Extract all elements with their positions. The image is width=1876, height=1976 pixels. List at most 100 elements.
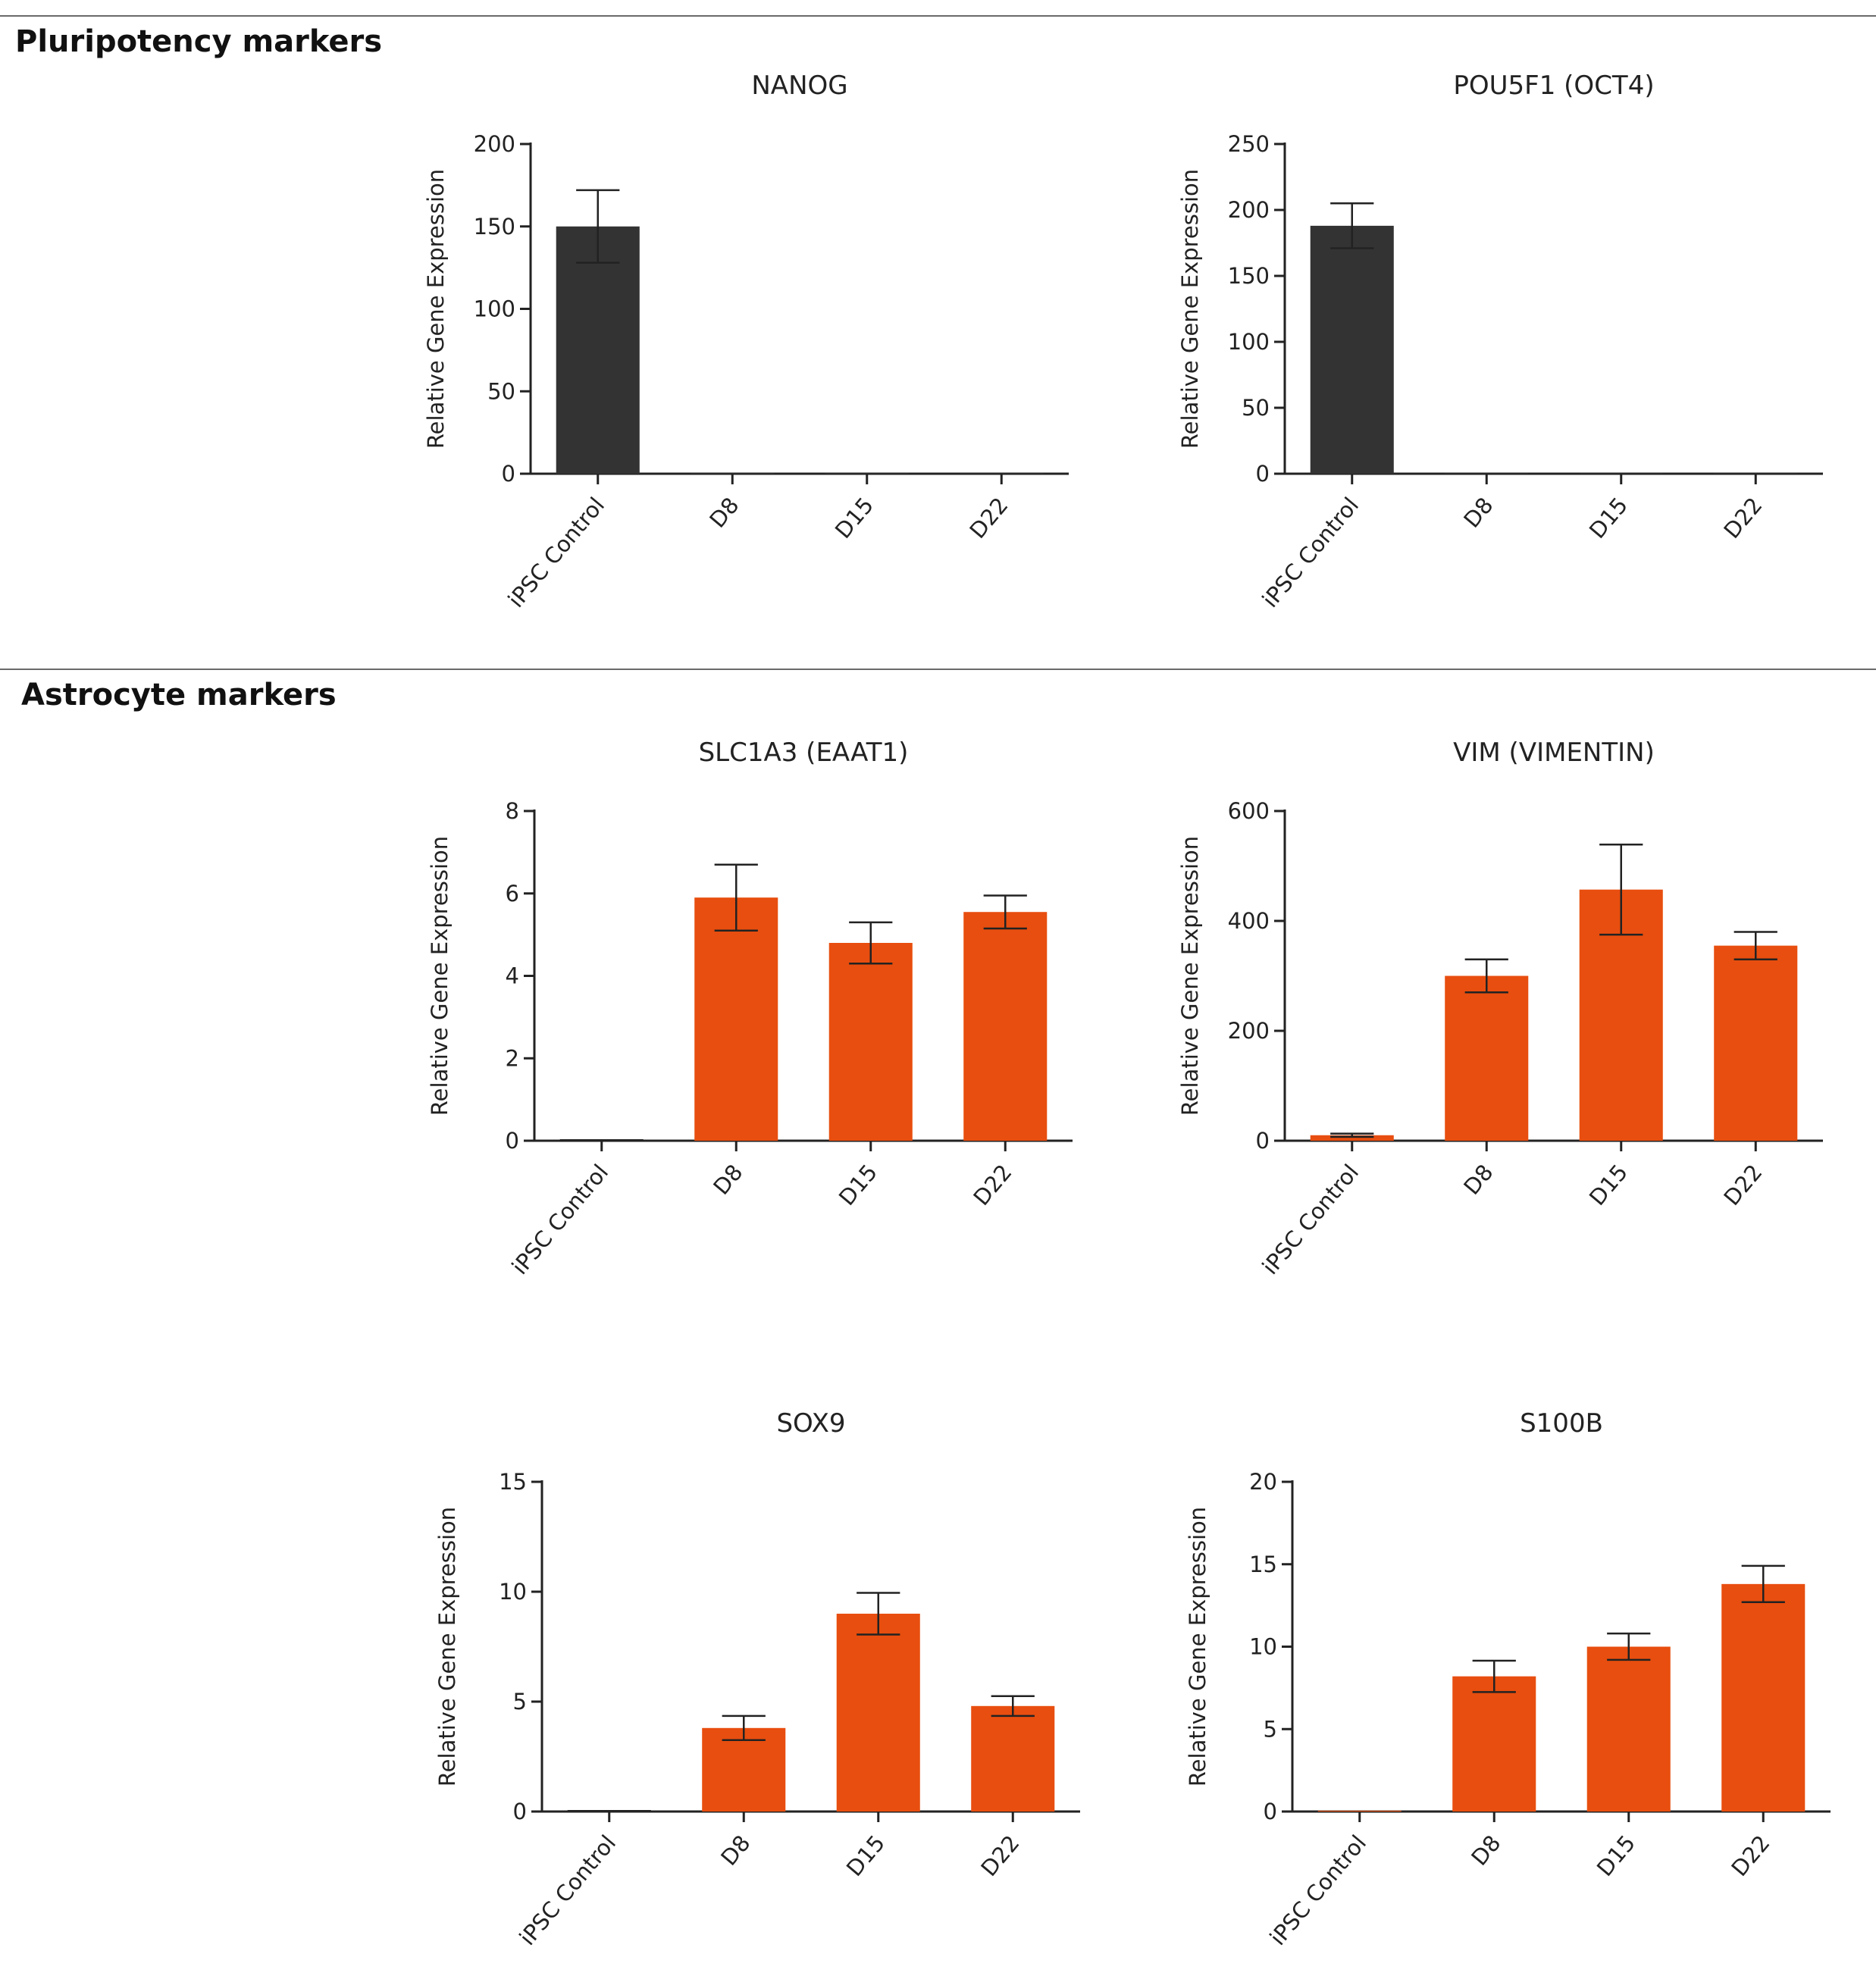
- bar-ipsc-control: [1310, 1135, 1394, 1141]
- y-tick-label: 0: [513, 1799, 527, 1824]
- bar-d22: [1721, 1583, 1806, 1812]
- bar-d22: [960, 473, 1044, 474]
- x-tick-label-ipsc-control: iPSC Control: [1257, 1160, 1364, 1279]
- bar-ipsc-control: [1310, 225, 1394, 474]
- bar-d8: [694, 897, 778, 1141]
- x-tick-label-d15: D15: [834, 1160, 882, 1210]
- error-bar-d22: [983, 894, 1027, 930]
- error-bar-d15: [857, 1592, 900, 1636]
- bar-d15: [825, 473, 909, 474]
- bar-d8: [1452, 1676, 1536, 1812]
- error-bar-d8: [1472, 1659, 1516, 1693]
- bar-d15: [1579, 473, 1663, 474]
- error-bar-d15: [1599, 843, 1643, 936]
- y-tick-label: 2: [506, 1045, 519, 1071]
- y-tick-label: 200: [1228, 1018, 1270, 1044]
- y-tick-label: 10: [1249, 1634, 1277, 1660]
- section-title-astrocyte: Astrocyte markers: [21, 678, 337, 712]
- x-tick-label-ipsc-control: iPSC Control: [503, 493, 609, 612]
- section-divider-top: [0, 15, 1876, 17]
- error-bar-ipsc-control: [576, 189, 620, 264]
- chart-title: S100B: [1520, 1408, 1603, 1439]
- bar-d15: [836, 1614, 920, 1812]
- section-divider-middle: [0, 669, 1876, 670]
- x-tick-label-ipsc-control: iPSC Control: [1264, 1830, 1371, 1950]
- y-axis-label: Relative Gene Expression: [434, 1507, 460, 1787]
- y-tick-label: 10: [499, 1579, 527, 1605]
- bar-d15: [828, 943, 913, 1141]
- chart-s100b: S100B Relative Gene Expression 0 5 10 15 20 iPS…: [1185, 1408, 1831, 1950]
- y-tick-label: 5: [513, 1689, 527, 1715]
- x-tick-label-d15: D15: [830, 493, 878, 543]
- x-tick-label-d8: D8: [1466, 1830, 1505, 1871]
- bar-d8: [702, 1727, 786, 1812]
- y-axis-label: Relative Gene Expression: [1177, 836, 1203, 1116]
- bar-d8: [691, 473, 775, 474]
- error-bar-d22: [1733, 931, 1777, 960]
- bar-ipsc-control: [1317, 1810, 1402, 1812]
- y-axis-label: Relative Gene Expression: [1177, 169, 1203, 449]
- x-tick-label-d22: D22: [1718, 1160, 1767, 1210]
- chart-title: POU5F1 (OCT4): [1453, 70, 1654, 101]
- x-tick-label-ipsc-control: iPSC Control: [514, 1830, 621, 1950]
- y-tick-label: 6: [506, 881, 519, 907]
- bar-d22: [971, 1705, 1055, 1812]
- y-tick-label: 200: [1228, 197, 1270, 223]
- chart-title: NANOG: [751, 70, 847, 101]
- chart-vim: VIM (VIMENTIN) Relative Gene Expression 0 2…: [1177, 737, 1823, 1279]
- bar-ipsc-control: [556, 226, 640, 474]
- bar-d22: [963, 912, 1048, 1141]
- error-bar-d8: [1464, 958, 1508, 994]
- chart-sox9: SOX9 Relative Gene Expression 0 5 10 15 iPSC C…: [434, 1408, 1080, 1950]
- y-tick-label: 250: [1228, 131, 1270, 157]
- x-tick-label-d22: D22: [968, 1160, 1016, 1210]
- y-tick-label: 0: [502, 461, 515, 487]
- error-bar-d22: [1741, 1564, 1785, 1604]
- bar-d22: [1714, 473, 1798, 474]
- x-tick-label-d15: D15: [1592, 1830, 1640, 1881]
- y-tick-label: 20: [1249, 1469, 1277, 1495]
- error-bar-d15: [849, 921, 893, 965]
- y-axis-label: Relative Gene Expression: [1185, 1507, 1210, 1787]
- y-tick-label: 600: [1228, 798, 1270, 824]
- error-bar-ipsc-control: [1330, 202, 1374, 249]
- y-tick-label: 100: [474, 296, 515, 322]
- x-tick-label-d15: D15: [1584, 1160, 1633, 1210]
- error-bar-d15: [1607, 1632, 1651, 1661]
- y-axis-label: Relative Gene Expression: [423, 169, 449, 449]
- x-tick-label-d8: D8: [1458, 1160, 1498, 1200]
- x-tick-label-d8: D8: [704, 493, 744, 533]
- bar-d8: [1445, 473, 1529, 474]
- bar-d8: [1445, 975, 1529, 1141]
- chart-title: SOX9: [776, 1408, 845, 1439]
- x-tick-label-ipsc-control: iPSC Control: [1257, 493, 1364, 612]
- error-bar-d8: [714, 863, 758, 932]
- y-axis-label: Relative Gene Expression: [427, 836, 453, 1116]
- error-bar-d22: [991, 1695, 1035, 1718]
- x-tick-label-d15: D15: [1584, 493, 1633, 543]
- y-tick-label: 8: [506, 798, 519, 824]
- chart-title: VIM (VIMENTIN): [1453, 737, 1655, 768]
- chart-slc1a3: SLC1A3 (EAAT1) Relative Gene Expression 0 2…: [427, 737, 1073, 1279]
- x-tick-label-ipsc-control: iPSC Control: [506, 1160, 613, 1279]
- y-tick-label: 4: [506, 963, 519, 989]
- y-tick-label: 0: [1264, 1799, 1277, 1824]
- y-tick-label: 100: [1228, 329, 1270, 355]
- x-tick-label-d15: D15: [841, 1830, 890, 1881]
- y-tick-label: 5: [1264, 1716, 1277, 1742]
- y-tick-label: 150: [474, 214, 515, 240]
- y-tick-label: 15: [499, 1469, 527, 1495]
- y-tick-label: 0: [506, 1128, 519, 1154]
- error-bar-d8: [722, 1715, 766, 1741]
- bar-d22: [1714, 945, 1798, 1141]
- chart-pou5f1: POU5F1 (OCT4) Relative Gene Expression 0 50…: [1177, 70, 1823, 612]
- x-tick-label-d22: D22: [1718, 493, 1767, 543]
- bar-d15: [1586, 1646, 1671, 1812]
- y-tick-label: 150: [1228, 263, 1270, 289]
- x-tick-label-d8: D8: [716, 1830, 755, 1871]
- y-tick-label: 15: [1249, 1552, 1277, 1577]
- y-tick-label: 200: [474, 131, 515, 157]
- y-tick-label: 400: [1228, 908, 1270, 934]
- chart-title: SLC1A3 (EAAT1): [699, 737, 909, 768]
- x-tick-label-d22: D22: [964, 493, 1013, 543]
